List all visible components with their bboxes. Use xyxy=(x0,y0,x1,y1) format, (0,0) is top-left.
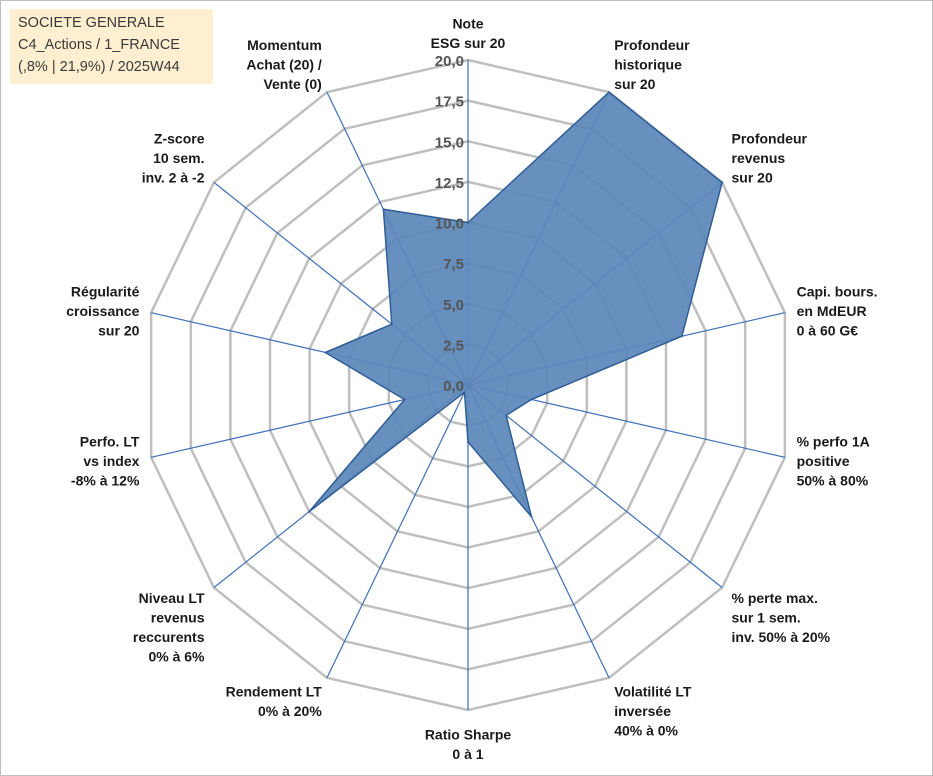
axis-label: Ratio Sharpe 0 à 1 xyxy=(425,727,512,763)
info-box: SOCIETE GENERALE C4_Actions / 1_FRANCE (… xyxy=(10,9,213,84)
tick-label: 0,0 xyxy=(443,378,464,395)
data-point xyxy=(324,351,327,354)
data-point xyxy=(680,335,683,338)
data-point xyxy=(467,221,469,224)
tick-label: 10,0 xyxy=(435,216,464,233)
axis-label: Volatilité LT inversée 40% à 0% xyxy=(614,683,692,738)
axis-spoke xyxy=(467,384,723,589)
tick-label: 20,0 xyxy=(435,53,464,70)
tick-label: 5,0 xyxy=(443,297,464,314)
info-category: C4_Actions / 1_FRANCE xyxy=(18,37,180,53)
tick-label: 7,5 xyxy=(443,256,464,273)
tick-label: 12,5 xyxy=(435,175,464,192)
axis-label: Note ESG sur 20 xyxy=(431,16,506,52)
data-point xyxy=(308,510,311,513)
axis-label: Momentum Achat (20) / Vente (0) xyxy=(246,37,322,92)
data-point xyxy=(530,398,533,401)
data-point xyxy=(382,208,385,211)
tick-label: 17,5 xyxy=(435,94,464,111)
axis-label: Régularité croissance sur 20 xyxy=(66,283,139,338)
data-point xyxy=(403,398,406,401)
data-point xyxy=(608,91,610,94)
data-point xyxy=(530,515,533,518)
axis-label: Profondeur revenus sur 20 xyxy=(732,131,808,186)
info-period: (,8% | 21,9%) / 2025W44 xyxy=(18,59,180,75)
axis-label: Rendement LT 0% à 20% xyxy=(226,683,323,719)
tick-label: 2,5 xyxy=(443,337,464,354)
axis-label: Capi. bours. en MdEUR 0 à 60 G€ xyxy=(797,283,878,338)
series-area xyxy=(308,91,723,518)
tick-label: 15,0 xyxy=(435,134,464,151)
axis-label: Profondeur historique sur 20 xyxy=(614,37,690,92)
axis-label: Z-score 10 sem. inv. 2 à -2 xyxy=(142,131,205,186)
axis-label: % perte max. sur 1 sem. inv. 50% à 20% xyxy=(732,590,831,645)
axis-label: % perfo 1A positive 50% à 80% xyxy=(797,433,870,488)
data-point xyxy=(505,414,508,417)
data-point xyxy=(390,323,393,326)
info-company: SOCIETE GENERALE xyxy=(18,15,165,31)
data-point xyxy=(463,391,466,394)
data-point xyxy=(721,181,724,184)
axis-label: Niveau LT revenus reccurents 0% à 6% xyxy=(133,590,205,665)
axis-spoke xyxy=(326,384,469,679)
axis-label: Perfo. LT vs index -8% à 12% xyxy=(71,433,140,488)
data-point xyxy=(467,440,469,443)
